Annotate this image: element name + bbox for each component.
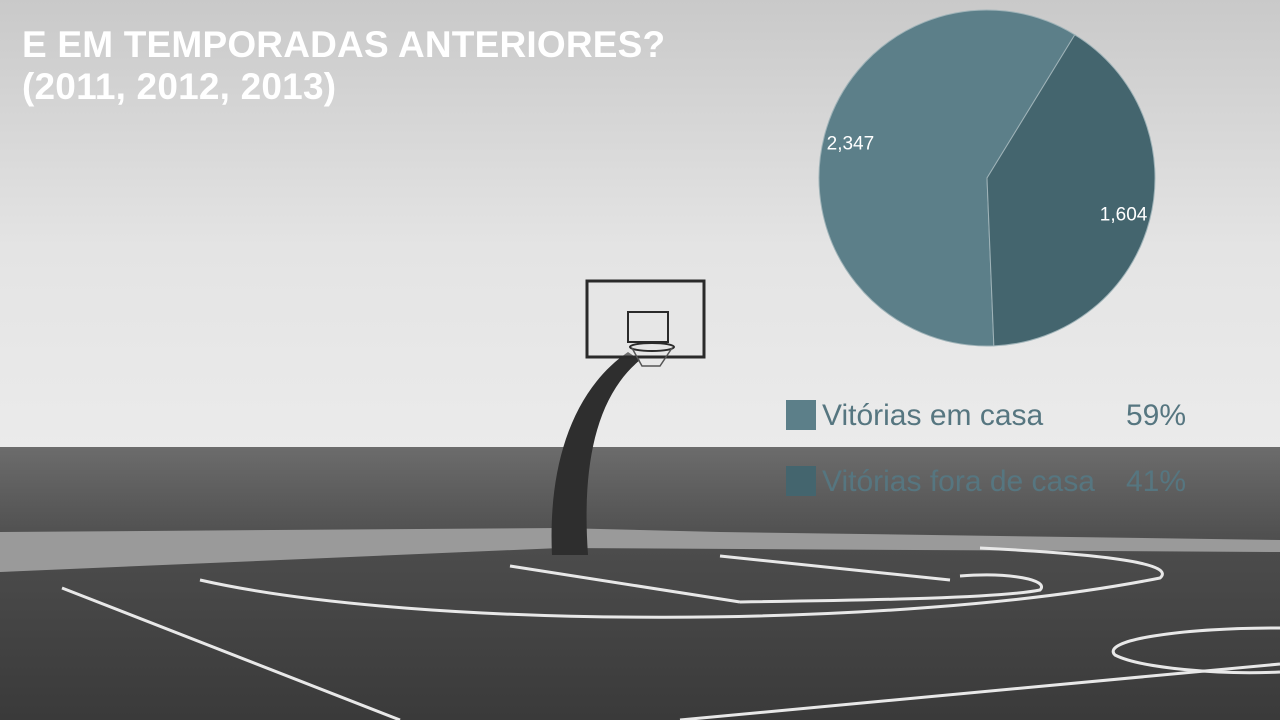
court-surface [0,548,1280,720]
slide-title-line-2: (2011, 2012, 2013) [22,66,337,107]
court-lines [61,546,1280,720]
legend-label-away: Vitórias fora de casa [822,465,1095,498]
pie-slice-away [986,34,1156,347]
sea [0,447,1280,542]
chart-legend: Vitórias em casa 59% Vitórias fora de ca… [786,396,1206,528]
slide-title-line-1: E EM TEMPORADAS ANTERIORES? [22,24,666,65]
pie-slices [818,9,1156,347]
slide-title: E EM TEMPORADAS ANTERIORES? (2011, 2012,… [22,24,665,108]
pie-labels: 2,347 1,604 [827,133,1148,225]
pie-slice-home [818,9,1076,347]
legend-swatch-home [786,400,816,430]
basketball-hoop [551,279,706,555]
legend-swatch-away [786,466,816,496]
legend-percent-away: 41% [1125,465,1186,498]
pie-label-away: 1,604 [1100,205,1148,226]
pie-label-home: 2,347 [827,133,875,154]
legend-item-away: Vitórias fora de casa 41% [786,462,1206,528]
legend-label-home: Vitórias em casa [822,399,1044,432]
legend-percent-home: 59% [1125,399,1186,432]
legend-item-home: Vitórias em casa 59% [786,396,1206,462]
